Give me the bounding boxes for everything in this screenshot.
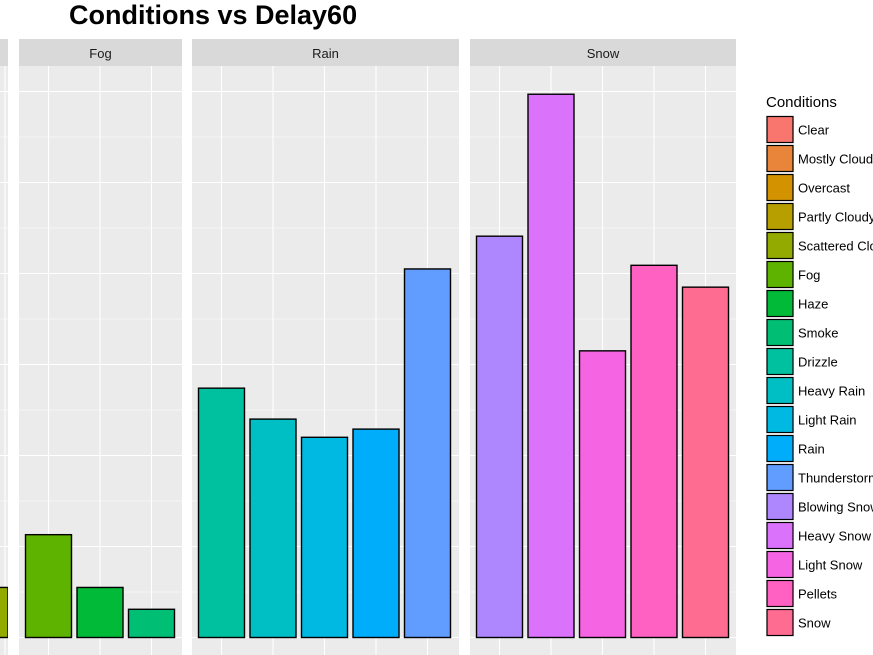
legend-item-overcast: Overcast xyxy=(766,173,850,202)
legend-label: Clear xyxy=(798,123,830,138)
legend-item-clear: Clear xyxy=(766,115,830,144)
bar-haze xyxy=(76,586,124,639)
facet-label-fog: Fog xyxy=(89,46,111,61)
bar-fog xyxy=(24,533,73,639)
legend-swatch xyxy=(766,492,794,521)
bar-blowing-snow xyxy=(475,235,524,639)
legend-label: Light Snow xyxy=(798,558,863,573)
legend-label: Drizzle xyxy=(798,355,838,370)
bar-rain xyxy=(352,428,400,639)
facet-strip xyxy=(0,39,8,66)
legend-swatch xyxy=(766,521,794,550)
legend-label: Heavy Rain xyxy=(798,384,865,399)
legend-item-light-snow: Light Snow xyxy=(766,550,863,579)
legend-swatch xyxy=(766,289,794,318)
legend-swatch xyxy=(766,231,794,260)
legend-item-smoke: Smoke xyxy=(766,318,838,347)
panel-background xyxy=(0,66,8,655)
legend-label: Haze xyxy=(798,297,828,312)
legend-label: Blowing Snow xyxy=(798,500,873,515)
legend-item-fog: Fog xyxy=(766,260,820,289)
legend-item-haze: Haze xyxy=(766,289,828,318)
facet-strip xyxy=(192,39,459,66)
bar-drizzle xyxy=(197,387,246,639)
bar-heavy-snow xyxy=(527,93,575,639)
legend-item-mostly-cloudy: Mostly Cloudy xyxy=(766,144,873,173)
legend-swatch xyxy=(766,115,794,144)
legend-label: Fog xyxy=(798,268,820,283)
legend-label: Rain xyxy=(798,442,825,457)
legend-label: Pellets xyxy=(798,587,838,602)
legend-swatch xyxy=(766,202,794,231)
facet-label-snow: Snow xyxy=(587,46,620,61)
legend-swatch xyxy=(766,347,794,376)
bar-thunderstorm xyxy=(403,268,452,639)
legend-label: Mostly Cloudy xyxy=(798,152,873,167)
bar-smoke xyxy=(127,608,176,639)
legend-swatch xyxy=(766,144,794,173)
legend-swatch xyxy=(766,260,794,289)
legend-label: Overcast xyxy=(798,181,850,196)
legend-label: Snow xyxy=(798,616,831,631)
legend-swatch xyxy=(766,579,794,608)
legend-item-partly-cloudy: Partly Cloudy xyxy=(766,202,873,231)
legend-item-heavy-rain: Heavy Rain xyxy=(766,376,865,405)
legend-label: Scattered Clouds xyxy=(798,239,873,254)
legend-swatch xyxy=(766,550,794,579)
legend-label: Light Rain xyxy=(798,413,857,428)
legend-swatch xyxy=(766,463,794,492)
chart-title: Conditions vs Delay60 xyxy=(69,0,358,30)
facet-strip xyxy=(19,39,182,66)
legend-item-drizzle: Drizzle xyxy=(766,347,838,376)
legend-item-heavy-snow: Heavy Snow xyxy=(766,521,872,550)
legend-item-pellets: Pellets xyxy=(766,579,838,608)
legend-title: Conditions xyxy=(766,94,837,111)
facet-label-rain: Rain xyxy=(312,46,339,61)
legend-item-thunderstorm: Thunderstorm xyxy=(766,463,873,492)
legend-swatch xyxy=(766,173,794,202)
legend-swatch xyxy=(766,434,794,463)
panel-rain: Rain xyxy=(192,39,459,655)
legend-swatch xyxy=(766,608,794,637)
legend-label: Smoke xyxy=(798,326,838,341)
bar-light-rain xyxy=(300,436,349,639)
legend-item-rain: Rain xyxy=(766,434,825,463)
legend-item-light-rain: Light Rain xyxy=(766,405,857,434)
legend-label: Heavy Snow xyxy=(798,529,872,544)
panel-clouds xyxy=(0,39,8,655)
bar-snow xyxy=(681,286,730,639)
legend-swatch xyxy=(766,376,794,405)
legend-item-snow: Snow xyxy=(766,608,831,637)
panel-snow: Snow xyxy=(470,39,736,655)
legend-swatch xyxy=(766,318,794,347)
panel-fog: Fog xyxy=(19,39,182,655)
bar-pellets xyxy=(630,264,678,639)
legend-swatch xyxy=(766,405,794,434)
legend-label: Thunderstorm xyxy=(798,471,873,486)
legend-item-scattered-clouds: Scattered Clouds xyxy=(766,231,873,260)
legend: Conditions Clear Mostly Cloudy Overcast Part… xyxy=(766,94,873,637)
bar-scattered-clouds xyxy=(0,586,8,639)
legend-item-blowing-snow: Blowing Snow xyxy=(766,492,873,521)
legend-label: Partly Cloudy xyxy=(798,210,873,225)
bar-heavy-rain xyxy=(249,418,297,639)
facet-strip xyxy=(470,39,736,66)
bar-light-snow xyxy=(578,350,627,639)
